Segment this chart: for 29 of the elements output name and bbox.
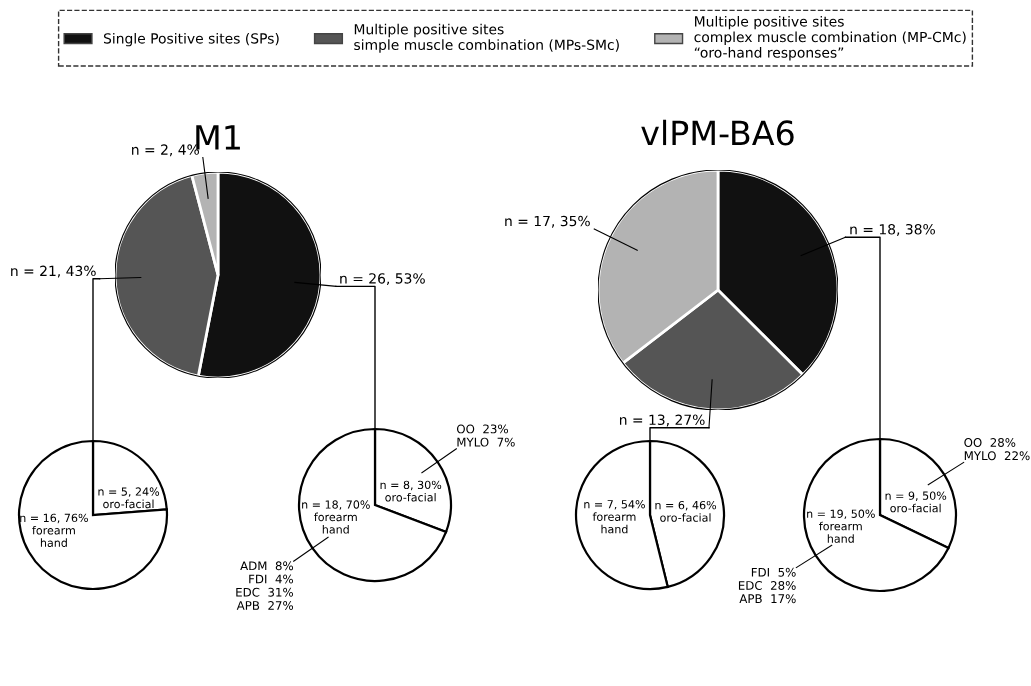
legend-label: Multiple positive sites complex muscle combination (MP-CMc) “oro-hand responses” [694, 15, 966, 61]
data-label: n = 9, 50% [885, 491, 947, 502]
data-label: n = 21, 43% [11, 265, 96, 278]
data-label: n = 7, 54% [584, 500, 645, 510]
slice-label: oro-facial [385, 492, 436, 502]
slice-label: forearm hand [819, 521, 862, 543]
text: ADM 8% FDI 4% EDC 31% APB 27% [236, 561, 294, 610]
data-label: n = 6, 46% [655, 500, 717, 511]
legend-label: Single Positive sites (SPs) [103, 32, 279, 47]
data-label: n = 19, 50% [807, 509, 875, 520]
text: OO 23% MYLO 7% [456, 424, 515, 447]
data-label: n = 18, 38% [850, 223, 935, 236]
text: FDI 5% EDC 28% APB 17% [738, 567, 796, 604]
data-label: n = 5, 24% [98, 487, 160, 497]
data-label: n = 8, 30% [380, 480, 442, 491]
data-label: n = 16, 76% [20, 513, 88, 524]
chart-title: vlPM-BA6 [641, 119, 794, 146]
slice-label: forearm hand [592, 512, 636, 534]
data-label: n = 13, 27% [619, 414, 705, 427]
data-label: n = 18, 70% [302, 500, 370, 510]
slice-label: oro-facial [103, 499, 154, 509]
slice-label: forearm hand [32, 525, 75, 547]
data-label: n = 26, 53% [340, 273, 425, 286]
legend-label: Multiple positive sites simple muscle combination (MPs-SMc) [354, 23, 619, 53]
text: OO 28% MYLO 22% [964, 438, 1030, 461]
data-label: n = 17, 35% [505, 215, 590, 228]
slice-label: forearm hand [314, 512, 357, 534]
slice-label: oro-facial [660, 513, 711, 522]
slice-label: oro-facial [890, 503, 941, 513]
